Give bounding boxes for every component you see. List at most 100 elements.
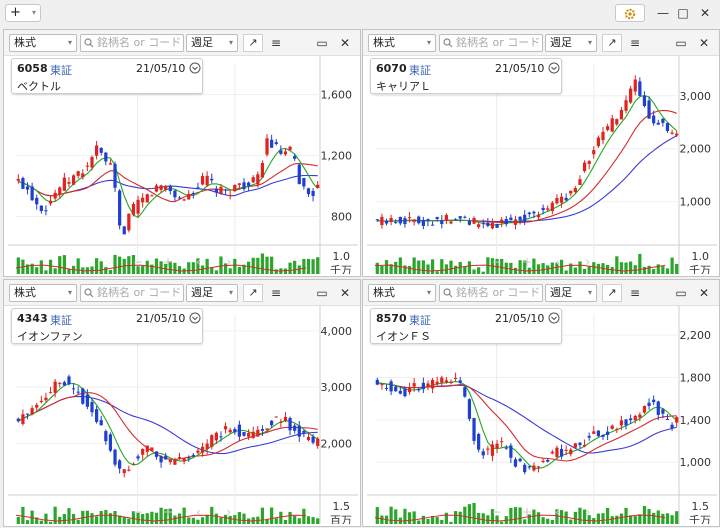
symbol-search-input[interactable]: 銘柄名 or コード xyxy=(439,284,543,302)
panel-menu-button[interactable]: ≡ xyxy=(626,284,644,302)
candle-body xyxy=(564,449,568,451)
candle-body xyxy=(647,100,651,119)
security-type-select[interactable]: 株式 ▾ xyxy=(9,284,77,302)
ma-mid-line xyxy=(18,392,318,461)
candle-body xyxy=(665,122,670,131)
price-tick-label: 3,000 xyxy=(321,381,353,394)
candle-body xyxy=(311,190,315,196)
chevron-down-circle-icon[interactable] xyxy=(548,312,560,324)
candle-body xyxy=(177,197,182,199)
candle-body xyxy=(210,435,214,447)
candle-body xyxy=(131,203,136,215)
settings-button[interactable] xyxy=(615,4,645,22)
security-type-select[interactable]: 株式 ▾ xyxy=(368,284,436,302)
volume-bar xyxy=(25,520,30,524)
candle-body xyxy=(67,376,71,385)
candle-body xyxy=(495,443,499,449)
chevron-down-circle-icon[interactable] xyxy=(189,312,201,324)
volume-bar xyxy=(200,517,205,524)
security-type-select[interactable]: 株式 ▾ xyxy=(368,34,436,52)
volume-bar xyxy=(177,513,182,524)
security-type-select[interactable]: 株式 ▾ xyxy=(9,34,77,52)
volume-bar xyxy=(44,270,48,274)
popout-button[interactable]: ↗ xyxy=(602,284,622,302)
period-select[interactable]: 週足 ▾ xyxy=(186,284,238,302)
volume-bar xyxy=(578,261,582,274)
volume-bar xyxy=(477,267,481,274)
volume-bar xyxy=(665,513,670,524)
add-panel-button[interactable]: + ▾ xyxy=(5,4,41,22)
panel-menu-button[interactable]: ≡ xyxy=(267,34,285,52)
symbol-search-input[interactable]: 銘柄名 or コード xyxy=(439,34,543,52)
candle-body xyxy=(187,193,191,200)
maximize-button[interactable]: □ xyxy=(674,4,692,22)
candle-body xyxy=(504,219,508,225)
volume-bar xyxy=(417,520,421,524)
candle-body xyxy=(407,388,412,393)
zoom-nav-hint: − xyxy=(492,255,502,269)
panel-maximize-button[interactable]: ▭ xyxy=(672,34,690,52)
panel-maximize-button[interactable]: ▭ xyxy=(672,284,690,302)
volume-bar xyxy=(426,519,430,524)
zoom-nav-hint: + xyxy=(163,255,173,269)
candle-body xyxy=(610,425,614,429)
volume-bar xyxy=(587,515,591,524)
candle-body xyxy=(228,194,232,196)
candle-body xyxy=(421,219,425,226)
volume-bar xyxy=(523,519,527,524)
candle-body xyxy=(297,425,301,437)
panel-menu-button[interactable]: ≡ xyxy=(267,284,285,302)
volume-bar xyxy=(596,263,601,274)
panel-close-button[interactable]: ✕ xyxy=(336,284,354,302)
candle-body xyxy=(159,456,163,463)
candle-body xyxy=(44,210,48,212)
volume-bar xyxy=(205,258,209,274)
chevron-down-circle-icon[interactable] xyxy=(189,62,201,74)
candle-body xyxy=(251,431,255,438)
candle-body xyxy=(596,430,601,437)
volume-bar xyxy=(412,257,416,274)
panel-maximize-button[interactable]: ▭ xyxy=(313,284,331,302)
minimize-button[interactable]: — xyxy=(654,4,672,22)
volume-bar xyxy=(219,256,223,274)
candle-body xyxy=(293,425,297,431)
panel-menu-button[interactable]: ≡ xyxy=(626,34,644,52)
symbol-search-input[interactable]: 銘柄名 or コード xyxy=(80,34,184,52)
panel-toolbar: 株式 ▾ 銘柄名 or コード 週足 ▾ ↗ ≡ ▭ ✕ xyxy=(363,30,719,56)
panel-maximize-button[interactable]: ▭ xyxy=(313,34,331,52)
candle-body xyxy=(523,464,527,473)
candle-body xyxy=(592,431,596,434)
volume-bar xyxy=(421,260,425,274)
period-select[interactable]: 週足 ▾ xyxy=(545,34,597,52)
panel-close-button[interactable]: ✕ xyxy=(695,34,713,52)
close-button[interactable]: ✕ xyxy=(696,4,714,22)
volume-bar xyxy=(210,267,214,274)
period-select[interactable]: 週足 ▾ xyxy=(545,284,597,302)
volume-bar xyxy=(306,258,311,274)
popout-button[interactable]: ↗ xyxy=(243,284,263,302)
chevron-down-circle-icon[interactable] xyxy=(548,62,560,74)
candle-body xyxy=(656,401,660,415)
zoom-nav-hint: + xyxy=(522,255,532,269)
candle-body xyxy=(421,382,425,390)
popout-button[interactable]: ↗ xyxy=(602,34,622,52)
volume-bar xyxy=(665,268,670,274)
candle-body xyxy=(58,382,62,384)
candle-body xyxy=(39,205,43,212)
volume-tick-label: 1.5 xyxy=(333,500,351,513)
popout-button[interactable]: ↗ xyxy=(243,34,263,52)
symbol-search-input[interactable]: 銘柄名 or コード xyxy=(80,284,184,302)
price-chart[interactable]: 20/04/0621/01/042,2001,8001,4001,0001.5千… xyxy=(367,306,717,524)
candle-body xyxy=(30,408,34,415)
volume-bar xyxy=(219,517,223,524)
panel-close-button[interactable]: ✕ xyxy=(336,34,354,52)
panel-close-button[interactable]: ✕ xyxy=(695,284,713,302)
close-icon: ✕ xyxy=(339,36,351,50)
candle-body xyxy=(233,184,237,192)
candle-body xyxy=(629,88,633,103)
candle-body xyxy=(270,420,274,426)
period-select[interactable]: 週足 ▾ xyxy=(186,34,238,52)
